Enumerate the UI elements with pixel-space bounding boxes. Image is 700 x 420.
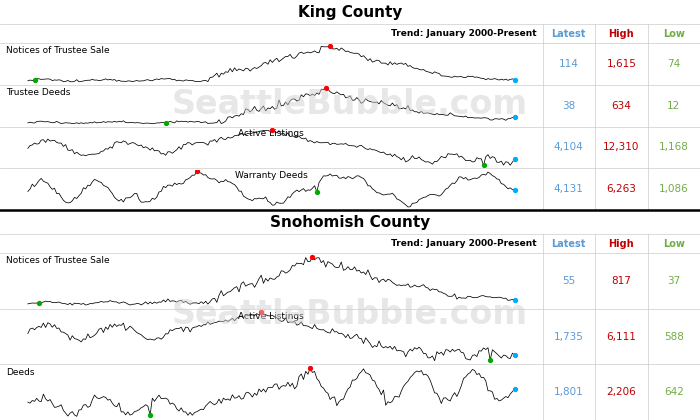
Text: 1,801: 1,801 xyxy=(554,387,584,397)
Text: 6,263: 6,263 xyxy=(606,184,636,194)
Text: King County: King County xyxy=(298,5,402,20)
Text: 114: 114 xyxy=(559,59,579,69)
Text: Trustee Deeds: Trustee Deeds xyxy=(6,88,71,97)
Text: 1,168: 1,168 xyxy=(659,142,689,152)
Text: Notices of Trustee Sale: Notices of Trustee Sale xyxy=(6,257,110,265)
Text: Latest: Latest xyxy=(552,239,586,249)
Text: 12,310: 12,310 xyxy=(603,142,639,152)
Text: 37: 37 xyxy=(667,276,680,286)
Text: 38: 38 xyxy=(562,101,575,110)
Text: Trend: January 2000-Present: Trend: January 2000-Present xyxy=(391,29,537,38)
Text: SeattleBubble.com: SeattleBubble.com xyxy=(172,299,528,331)
Text: 4,131: 4,131 xyxy=(554,184,584,194)
Text: Latest: Latest xyxy=(552,29,586,39)
Text: Low: Low xyxy=(663,239,685,249)
Text: 1,615: 1,615 xyxy=(606,59,636,69)
Text: High: High xyxy=(608,29,634,39)
Text: 817: 817 xyxy=(611,276,631,286)
Text: 2,206: 2,206 xyxy=(606,387,636,397)
Text: Trend: January 2000-Present: Trend: January 2000-Present xyxy=(391,239,537,248)
Text: 1,086: 1,086 xyxy=(659,184,689,194)
Text: Deeds: Deeds xyxy=(6,368,35,377)
Text: 6,111: 6,111 xyxy=(606,331,636,341)
Text: Low: Low xyxy=(663,29,685,39)
Text: 4,104: 4,104 xyxy=(554,142,584,152)
Text: 74: 74 xyxy=(667,59,680,69)
Text: 55: 55 xyxy=(562,276,575,286)
Text: 642: 642 xyxy=(664,387,684,397)
Text: SeattleBubble.com: SeattleBubble.com xyxy=(172,89,528,121)
Text: Notices of Trustee Sale: Notices of Trustee Sale xyxy=(6,46,110,55)
Text: 634: 634 xyxy=(611,101,631,110)
Text: Snohomish County: Snohomish County xyxy=(270,215,430,230)
Text: Active Listings: Active Listings xyxy=(239,312,304,321)
Text: Active Listings: Active Listings xyxy=(239,129,304,138)
Text: High: High xyxy=(608,239,634,249)
Text: 12: 12 xyxy=(667,101,680,110)
Text: Warranty Deeds: Warranty Deeds xyxy=(235,171,307,180)
Text: 588: 588 xyxy=(664,331,684,341)
Text: 1,735: 1,735 xyxy=(554,331,584,341)
